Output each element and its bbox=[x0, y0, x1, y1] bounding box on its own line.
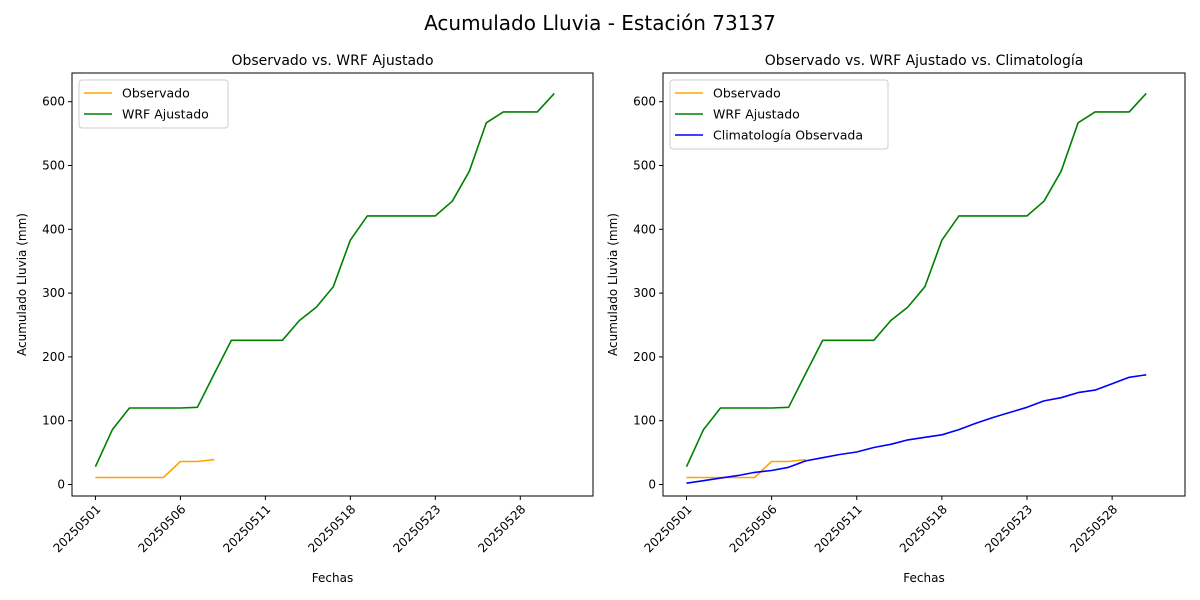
subplot-title: Observado vs. WRF Ajustado vs. Climatolo… bbox=[765, 53, 1084, 69]
series-line-wrf-ajustado bbox=[94, 92, 555, 468]
x-tick-label: 20250528 bbox=[1067, 502, 1120, 555]
legend-label: Observado bbox=[713, 86, 781, 101]
x-tick-label: 20250506 bbox=[135, 502, 188, 555]
figure-title: Acumulado Lluvia - Estación 73137 bbox=[424, 11, 776, 35]
subplot-1: Observado vs. WRF Ajustado 0 100 200 300 400 5… bbox=[15, 53, 594, 585]
y-tick-label: 0 bbox=[57, 478, 65, 492]
x-tick-label: 20250523 bbox=[390, 502, 443, 555]
series-line-observado bbox=[686, 458, 806, 479]
y-tick-label: 300 bbox=[633, 286, 656, 300]
series-line-observado bbox=[95, 458, 215, 479]
y-tick-label: 100 bbox=[42, 414, 65, 428]
y-tick-label: 200 bbox=[633, 350, 656, 364]
y-tick-label: 500 bbox=[633, 159, 656, 173]
legend-label: Climatología Observada bbox=[713, 128, 863, 143]
series-line-climatolog-a-observada bbox=[686, 374, 1147, 484]
x-tick-label: 20250511 bbox=[220, 502, 273, 555]
y-tick-label: 400 bbox=[633, 222, 656, 236]
legend: Observado WRF Ajustado bbox=[78, 79, 229, 129]
legend-box bbox=[78, 79, 229, 129]
x-tick-label: 20250501 bbox=[642, 502, 695, 555]
y-axis-label: Acumulado Lluvia (mm) bbox=[606, 213, 620, 356]
x-tick-label: 20250518 bbox=[897, 502, 950, 555]
y-tick-label: 600 bbox=[42, 95, 65, 109]
y-tick-label: 100 bbox=[633, 414, 656, 428]
subplot-title: Observado vs. WRF Ajustado bbox=[231, 53, 433, 69]
x-axis-label: Fechas bbox=[903, 571, 944, 585]
x-tick-label: 20250523 bbox=[982, 502, 1035, 555]
legend: Observado WRF Ajustado Climatología Observ… bbox=[669, 79, 889, 150]
subplot-2: Observado vs. WRF Ajustado vs. Climatolo… bbox=[606, 53, 1186, 585]
y-tick-label: 200 bbox=[42, 350, 65, 364]
axes-frame bbox=[71, 72, 594, 497]
x-axis-label: Fechas bbox=[312, 571, 353, 585]
y-tick-label: 500 bbox=[42, 159, 65, 173]
legend-label: WRF Ajustado bbox=[713, 107, 800, 122]
x-tick-label: 20250518 bbox=[305, 502, 358, 555]
legend-label: WRF Ajustado bbox=[122, 107, 209, 122]
x-tick-label: 20250501 bbox=[50, 502, 103, 555]
y-tick-label: 0 bbox=[648, 478, 656, 492]
series-line-wrf-ajustado bbox=[685, 92, 1147, 468]
x-tick-label: 20250506 bbox=[727, 502, 780, 555]
legend-label: Observado bbox=[122, 86, 190, 101]
x-tick-label: 20250511 bbox=[812, 502, 865, 555]
axes-frame bbox=[662, 72, 1186, 497]
y-tick-label: 400 bbox=[42, 222, 65, 236]
x-tick-label: 20250528 bbox=[475, 502, 528, 555]
y-tick-label: 600 bbox=[633, 95, 656, 109]
legend-box bbox=[669, 79, 889, 150]
y-tick-label: 300 bbox=[42, 286, 65, 300]
y-axis-label: Acumulado Lluvia (mm) bbox=[15, 213, 29, 356]
